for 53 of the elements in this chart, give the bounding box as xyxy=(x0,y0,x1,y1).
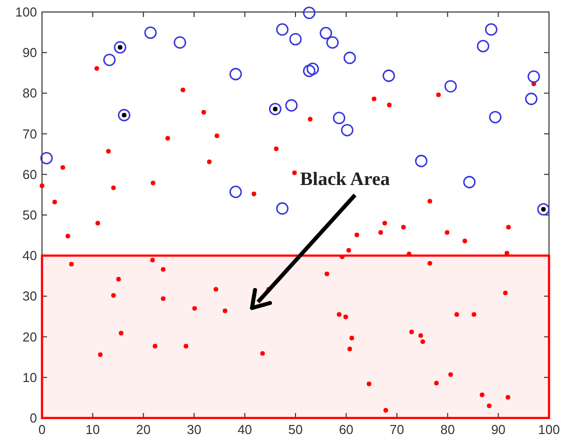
x-tick-label: 10 xyxy=(85,422,100,437)
point xyxy=(302,64,316,78)
y-tick-label: 70 xyxy=(22,126,37,142)
y-tick-label: 10 xyxy=(22,370,37,385)
point xyxy=(174,36,186,49)
annotation: Black Area xyxy=(300,169,390,190)
point xyxy=(326,36,339,49)
x-tick-label: 60 xyxy=(338,422,354,437)
point xyxy=(114,41,126,54)
point xyxy=(269,102,282,116)
y-tick-label: 50 xyxy=(22,208,37,222)
point xyxy=(285,99,298,112)
point xyxy=(118,108,130,122)
y-tick-label: 30 xyxy=(22,288,37,304)
point xyxy=(302,6,316,20)
point xyxy=(144,26,157,39)
point xyxy=(40,152,53,164)
point xyxy=(320,26,332,40)
point xyxy=(332,112,346,124)
point xyxy=(525,92,538,106)
point xyxy=(463,176,476,188)
point xyxy=(276,23,289,36)
point xyxy=(229,186,242,198)
point xyxy=(344,52,356,64)
x-tick-label: 30 xyxy=(186,422,202,437)
x-tick-label: 80 xyxy=(440,422,455,437)
point xyxy=(485,23,498,36)
point xyxy=(415,154,428,168)
y-tick-label: 40 xyxy=(22,248,37,264)
y-tick-label: 80 xyxy=(22,86,37,101)
point xyxy=(528,70,540,83)
point xyxy=(341,124,354,136)
y-tick-label: 90 xyxy=(22,45,37,60)
y-tick-label: 60 xyxy=(22,166,37,182)
point xyxy=(489,110,502,124)
point xyxy=(276,202,289,215)
point xyxy=(306,62,319,76)
x-tick-label: 50 xyxy=(288,422,303,437)
x-tick-label: 40 xyxy=(238,422,252,437)
x-tick-label: 100 xyxy=(538,422,560,437)
point xyxy=(103,54,116,66)
x-tick-label: 70 xyxy=(390,422,404,437)
point xyxy=(537,203,550,216)
y-tick-label: 20 xyxy=(22,329,37,344)
point xyxy=(229,68,242,80)
point xyxy=(444,80,457,92)
y-tick-label: 100 xyxy=(15,4,37,20)
point xyxy=(382,70,395,82)
x-tick-label: 90 xyxy=(491,422,506,437)
point xyxy=(289,33,302,46)
y-tick-label: 0 xyxy=(30,410,37,426)
point xyxy=(476,40,490,52)
x-tick-label: 20 xyxy=(136,422,151,437)
